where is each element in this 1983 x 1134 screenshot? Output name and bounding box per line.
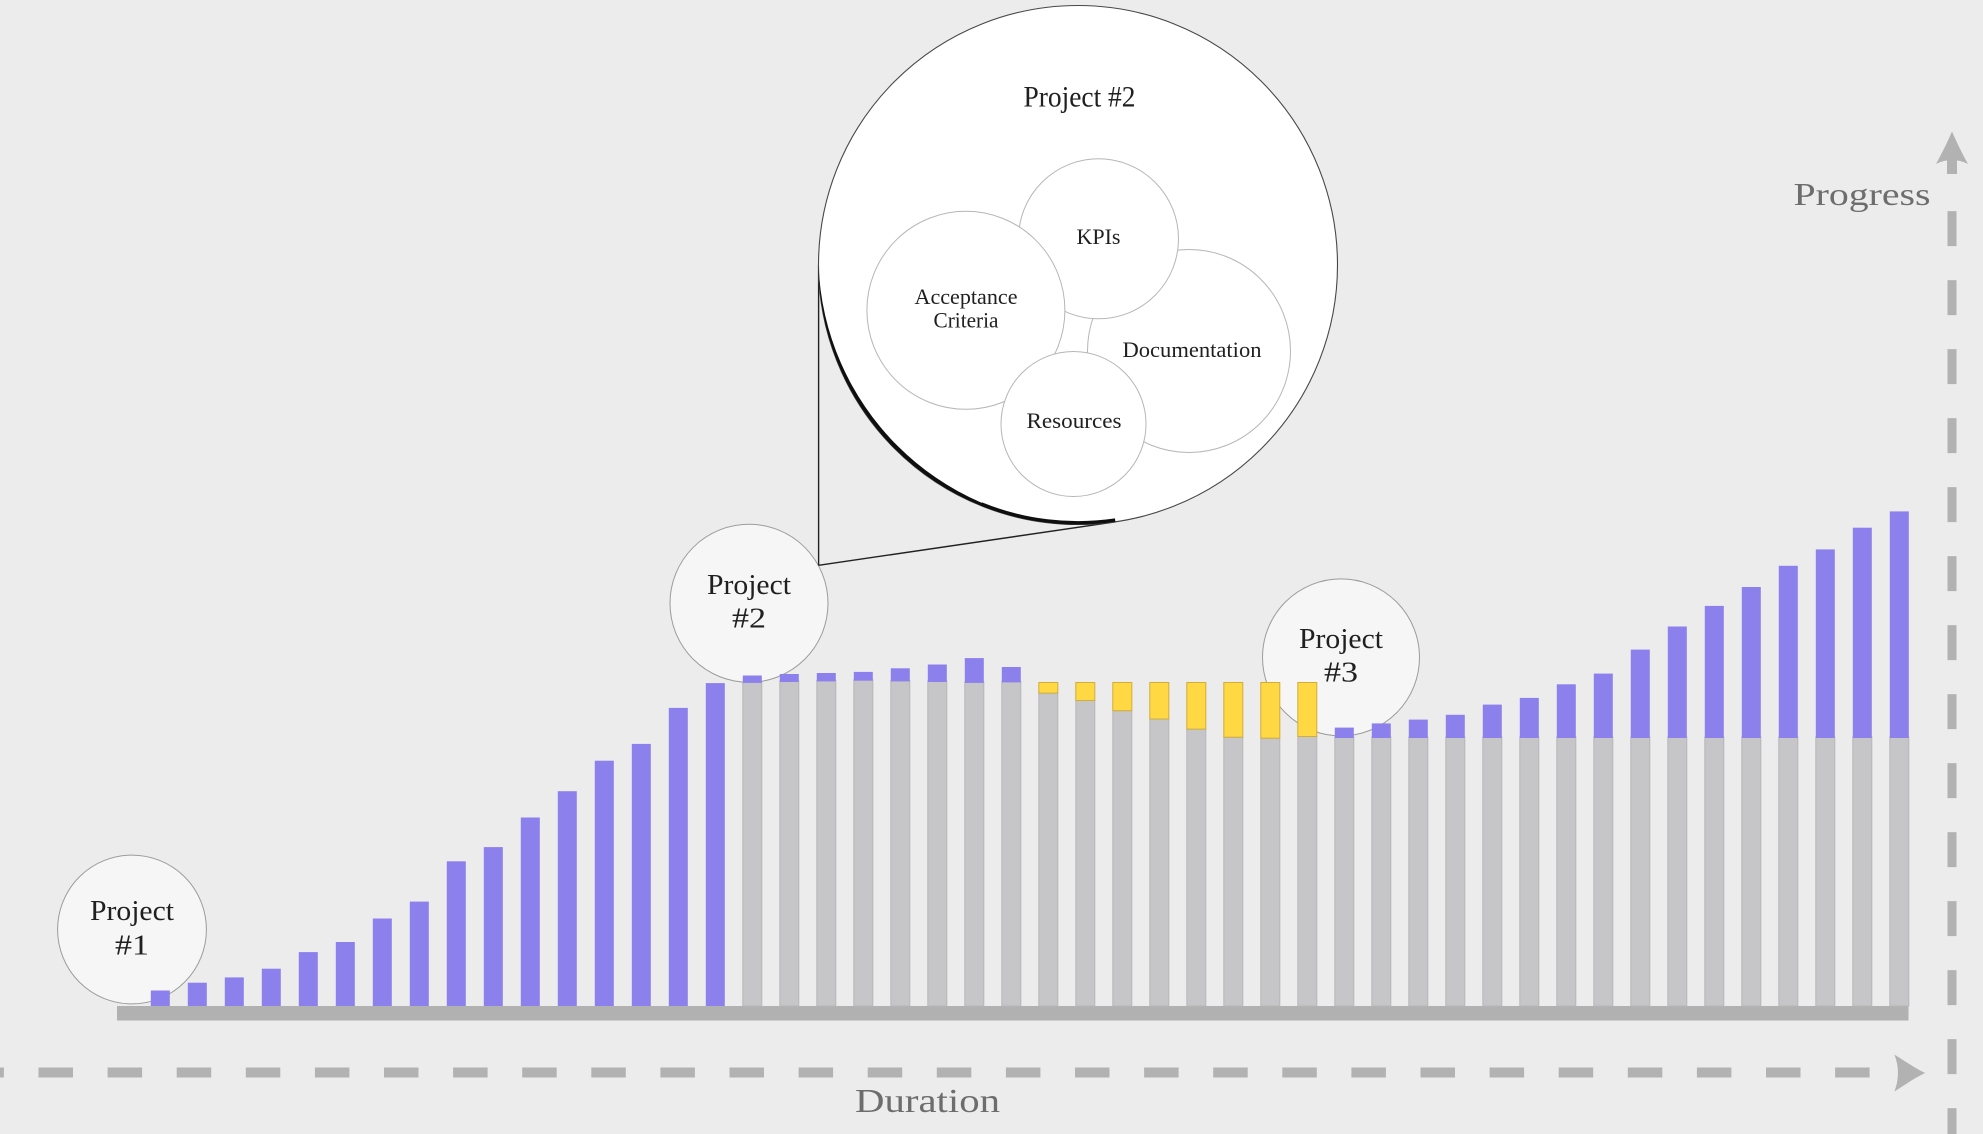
svg-text:Resources: Resources — [1027, 408, 1122, 433]
svg-text:KPIs: KPIs — [1076, 224, 1120, 249]
svg-text:#1: #1 — [115, 930, 149, 961]
svg-text:Criteria: Criteria — [934, 308, 999, 333]
svg-text:Project: Project — [90, 896, 174, 927]
svg-text:#3: #3 — [1324, 658, 1358, 689]
svg-text:Acceptance: Acceptance — [915, 284, 1018, 309]
svg-text:Progress: Progress — [1794, 176, 1931, 212]
svg-text:Project: Project — [1299, 624, 1383, 655]
svg-text:Duration: Duration — [855, 1083, 1000, 1120]
svg-text:Project: Project — [707, 570, 791, 601]
svg-text:Documentation: Documentation — [1123, 337, 1262, 362]
svg-text:#2: #2 — [732, 604, 766, 635]
svg-text:Project #2: Project #2 — [1024, 81, 1136, 114]
